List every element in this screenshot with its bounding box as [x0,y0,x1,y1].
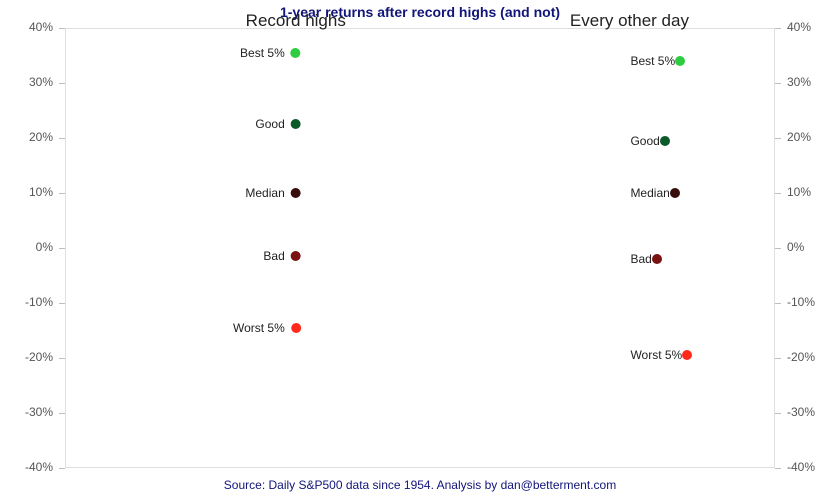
y-axis-label-left: -40% [0,460,53,474]
y-axis-label-right: 10% [787,185,811,199]
y-axis-tick-left [59,193,65,194]
chart-source: Source: Daily S&P500 data since 1954. An… [0,478,840,492]
chart-title: 1-year returns after record highs (and n… [0,4,840,20]
data-point-label: Bad [263,249,284,263]
y-axis-label-right: -10% [787,295,815,309]
data-point-label: Median [245,186,284,200]
plot-area [65,28,775,468]
data-point-label: Median [630,186,669,200]
data-point-good: Good [624,134,669,148]
y-axis-label-left: -10% [0,295,53,309]
data-point-good: Good [255,117,300,131]
data-point-dot [291,188,301,198]
y-axis-label-left: -30% [0,405,53,419]
data-point-label: Bad [630,252,651,266]
data-point-label: Good [630,134,659,148]
column-header: Every other day [570,11,689,31]
data-point-dot [652,254,662,264]
data-point-dot [660,136,670,146]
y-axis-tick-right [775,303,781,304]
data-point-label: Good [255,117,284,131]
y-axis-label-right: 20% [787,130,811,144]
y-axis-tick-right [775,468,781,469]
chart-frame: 1-year returns after record highs (and n… [0,0,840,500]
data-point-label: Worst 5% [630,348,682,362]
y-axis-label-right: 30% [787,75,811,89]
y-axis-tick-right [775,83,781,84]
y-axis-tick-right [775,248,781,249]
y-axis-tick-left [59,303,65,304]
data-point-label: Best 5% [240,46,285,60]
data-point-dot [291,48,301,58]
data-point-median: Median [245,186,300,200]
data-point-worst5: Worst 5% [233,321,301,335]
data-point-dot [675,56,685,66]
column-header: Record highs [246,11,346,31]
y-axis-tick-right [775,138,781,139]
y-axis-label-left: 0% [0,240,53,254]
data-point-dot [291,119,301,129]
data-point-best5: Best 5% [240,46,301,60]
data-point-best5: Best 5% [624,54,685,68]
y-axis-tick-left [59,248,65,249]
y-axis-tick-left [59,28,65,29]
y-axis-tick-left [59,83,65,84]
y-axis-label-right: -20% [787,350,815,364]
y-axis-tick-left [59,358,65,359]
y-axis-label-left: 40% [0,20,53,34]
data-point-label: Best 5% [630,54,675,68]
y-axis-label-right: -30% [787,405,815,419]
data-point-bad: Bad [624,252,661,266]
y-axis-tick-right [775,358,781,359]
data-point-dot [291,251,301,261]
data-point-dot [670,188,680,198]
y-axis-label-left: 30% [0,75,53,89]
y-axis-label-right: 0% [787,240,804,254]
data-point-label: Worst 5% [233,321,285,335]
y-axis-label-left: -20% [0,350,53,364]
data-point-dot [291,323,301,333]
y-axis-tick-right [775,28,781,29]
y-axis-tick-right [775,193,781,194]
y-axis-tick-left [59,468,65,469]
data-point-bad: Bad [263,249,300,263]
y-axis-label-right: 40% [787,20,811,34]
y-axis-label-left: 10% [0,185,53,199]
y-axis-label-left: 20% [0,130,53,144]
y-axis-tick-left [59,413,65,414]
data-point-worst5: Worst 5% [624,348,692,362]
y-axis-label-right: -40% [787,460,815,474]
data-point-dot [682,350,692,360]
y-axis-tick-left [59,138,65,139]
y-axis-tick-right [775,413,781,414]
data-point-median: Median [624,186,679,200]
